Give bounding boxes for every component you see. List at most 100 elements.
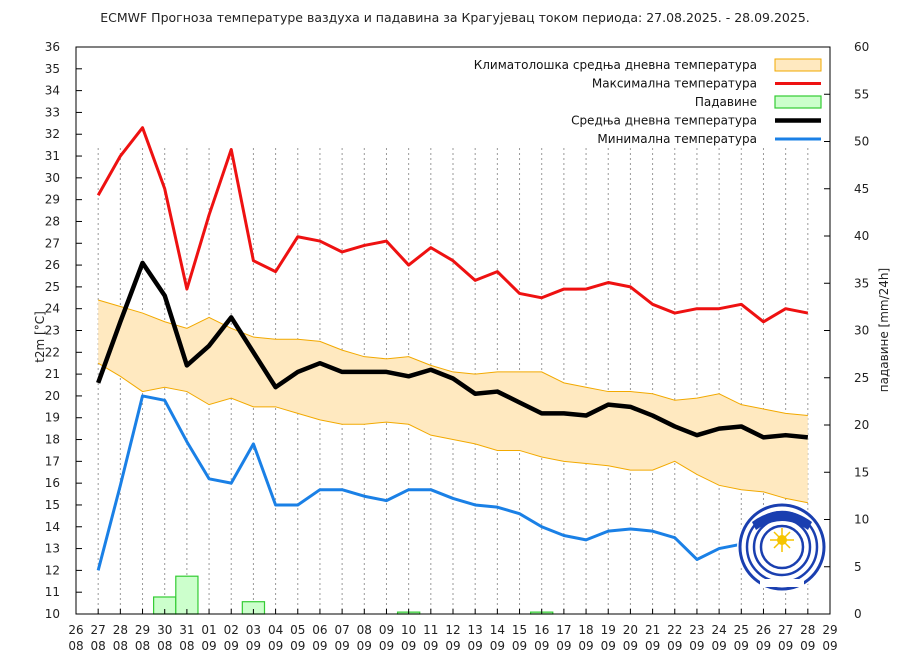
- x-tick-day: 02: [224, 623, 239, 637]
- x-tick-day: 27: [91, 623, 106, 637]
- x-tick-day: 30: [157, 623, 172, 637]
- y-axis-right-label: падавине [mm/24h]: [877, 268, 891, 392]
- clim-band: [97, 299, 808, 504]
- x-tick-month: 09: [556, 639, 571, 653]
- y-axis-left: 10 11 12 13 14 15 16 17 18 19 20 21 22 23 24 25 26 27 28 29…: [45, 40, 82, 621]
- y-right-tick-label: 40: [854, 229, 869, 243]
- x-tick-month: 08: [179, 639, 194, 653]
- x-tick-day: 04: [268, 623, 283, 637]
- precip-bars: [153, 575, 554, 615]
- x-tick-day: 26: [68, 623, 83, 637]
- y-right-tick-label: 55: [854, 87, 869, 101]
- y-left-tick-label: 29: [45, 193, 60, 207]
- x-tick-day: 03: [246, 623, 261, 637]
- x-tick-day: 26: [756, 623, 771, 637]
- x-tick-month: 09: [689, 639, 704, 653]
- y-left-tick-label: 36: [45, 40, 60, 54]
- y-left-tick-label: 17: [45, 454, 60, 468]
- y-right-tick-label: 60: [854, 40, 869, 54]
- x-tick-day: 20: [623, 623, 638, 637]
- rhmz-logo-icon: [737, 502, 827, 592]
- x-tick-month: 09: [578, 639, 593, 653]
- y-left-tick-label: 18: [45, 433, 60, 447]
- x-tick-day: 09: [379, 623, 394, 637]
- clim-lower-line: [97, 362, 808, 504]
- x-tick-month: 09: [224, 639, 239, 653]
- series-line-min: [96, 394, 809, 571]
- y-right-tick-label: 25: [854, 371, 869, 385]
- x-tick-day: 25: [734, 623, 749, 637]
- y-right-tick-label: 30: [854, 324, 869, 338]
- x-tick-month: 09: [667, 639, 682, 653]
- x-tick-day: 24: [711, 623, 726, 637]
- y-left-tick-label: 24: [45, 302, 60, 316]
- precip-bar: [175, 575, 199, 615]
- x-tick-month: 09: [601, 639, 616, 653]
- x-tick-day: 15: [512, 623, 527, 637]
- x-tick-month: 08: [157, 639, 172, 653]
- clim-upper-line: [98, 299, 808, 417]
- y-left-tick-label: 13: [45, 542, 60, 556]
- legend-label-mean: Средња дневна температура: [571, 114, 757, 128]
- y-left-tick-label: 16: [45, 476, 60, 490]
- y-left-tick-label: 21: [45, 367, 60, 381]
- y-right-tick-label: 15: [854, 465, 869, 479]
- legend-label-clim: Климатолошка средња дневна температура: [474, 58, 757, 72]
- x-tick-month: 09: [645, 639, 660, 653]
- y-left-tick-label: 33: [45, 105, 60, 119]
- x-tick-month: 09: [334, 639, 349, 653]
- x-tick-day: 06: [312, 623, 327, 637]
- y-left-tick-label: 14: [45, 520, 60, 534]
- legend-label-min: Минимална температура: [597, 132, 757, 146]
- series-lines: [96, 126, 809, 571]
- x-tick-day: 28: [113, 623, 128, 637]
- x-tick-day: 14: [490, 623, 505, 637]
- x-tick-day: 19: [601, 623, 616, 637]
- y-left-tick-label: 31: [45, 149, 60, 163]
- x-tick-day: 22: [667, 623, 682, 637]
- y-right-tick-label: 0: [854, 607, 862, 621]
- x-tick-month: 09: [268, 639, 283, 653]
- x-tick-day: 10: [401, 623, 416, 637]
- y-axis-right: 0 5 10 15 20 25 30 35 40 45 50 55 60: [824, 40, 869, 621]
- y-left-tick-label: 10: [45, 607, 60, 621]
- legend-label-precip: Падавине: [695, 95, 757, 109]
- y-right-tick-label: 5: [854, 560, 862, 574]
- y-left-tick-label: 19: [45, 411, 60, 425]
- x-tick-month: 09: [379, 639, 394, 653]
- legend: Климатолошка средња дневна температура Ма…: [474, 58, 822, 146]
- x-tick-month: 09: [445, 639, 460, 653]
- y-left-tick-label: 15: [45, 498, 60, 512]
- y-left-tick-label: 25: [45, 280, 60, 294]
- y-right-tick-label: 10: [854, 513, 869, 527]
- x-tick-month: 09: [357, 639, 372, 653]
- x-tick-month: 08: [68, 639, 83, 653]
- x-tick-day: 16: [534, 623, 549, 637]
- x-tick-month: 09: [512, 639, 527, 653]
- y-left-tick-label: 32: [45, 127, 60, 141]
- y-left-tick-label: 35: [45, 62, 60, 76]
- x-tick-month: 08: [135, 639, 150, 653]
- y-left-tick-label: 11: [45, 585, 60, 599]
- x-tick-month: 09: [490, 639, 505, 653]
- y-right-tick-label: 35: [854, 276, 869, 290]
- x-tick-day: 08: [357, 623, 372, 637]
- x-tick-day: 29: [135, 623, 150, 637]
- y-left-tick-label: 12: [45, 563, 60, 577]
- x-tick-month: 09: [800, 639, 815, 653]
- y-left-tick-label: 27: [45, 236, 60, 250]
- x-tick-month: 09: [734, 639, 749, 653]
- x-tick-month: 09: [623, 639, 638, 653]
- x-tick-day: 29: [822, 623, 837, 637]
- x-tick-month: 09: [201, 639, 216, 653]
- y-right-tick-label: 20: [854, 418, 869, 432]
- y-left-tick-label: 23: [45, 324, 60, 338]
- x-tick-month: 09: [711, 639, 726, 653]
- x-axis: 26 08 27 08 28 08 29 08 30 08 31 08 01 09 02 09 03 09 04 09…: [68, 609, 838, 653]
- x-tick-month: 08: [113, 639, 128, 653]
- chart-title: ECMWF Прогноза температуре ваздуха и пад…: [100, 10, 810, 25]
- legend-swatch-clim: [774, 58, 822, 72]
- x-tick-month: 09: [756, 639, 771, 653]
- x-tick-month: 09: [312, 639, 327, 653]
